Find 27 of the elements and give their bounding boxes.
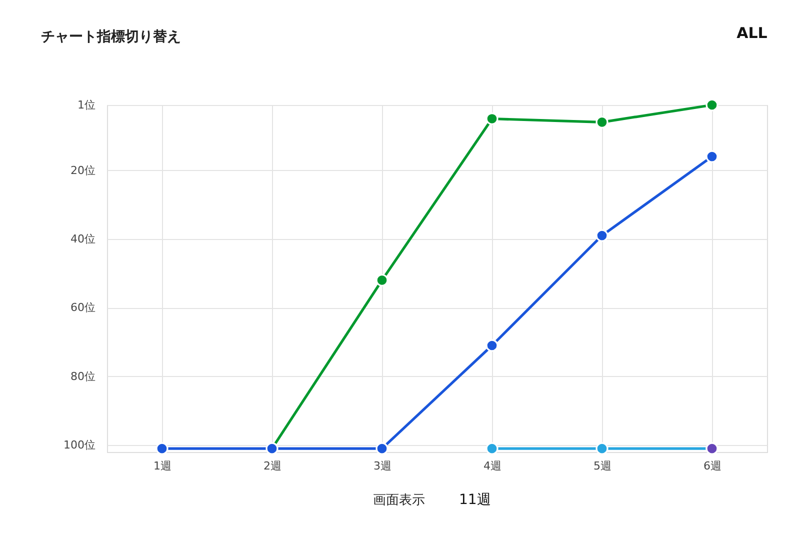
- y-tick-label: 40位: [70, 232, 96, 246]
- x-tick-label: 1週: [154, 460, 172, 472]
- y-tick-label: 60位: [70, 301, 96, 314]
- point: [706, 150, 718, 163]
- x-tick-label: 5週: [594, 460, 612, 472]
- point: [486, 112, 498, 126]
- point: [596, 116, 608, 128]
- x-tick-label: 4週: [484, 460, 502, 472]
- point: [596, 442, 608, 455]
- point: [486, 442, 498, 455]
- x-tick-label: 6週: [704, 460, 722, 472]
- point: [706, 98, 718, 112]
- point: [156, 442, 168, 455]
- y-tick-label: 1位: [78, 98, 96, 112]
- text: 画面表示: [373, 493, 425, 508]
- y-tick-label: 80位: [70, 370, 96, 383]
- text: ALL: [736, 24, 768, 42]
- text: 11週: [459, 492, 491, 508]
- point: [376, 274, 388, 286]
- text: チャート指標切り替え: [41, 29, 181, 45]
- point: [596, 229, 608, 242]
- point: [376, 442, 388, 455]
- point: [486, 339, 498, 352]
- x-tick-label: 3週: [374, 460, 392, 472]
- x-tick-label: 2週: [264, 460, 282, 472]
- y-tick-label: 20位: [70, 164, 96, 177]
- y-tick-label: 100位: [64, 438, 96, 452]
